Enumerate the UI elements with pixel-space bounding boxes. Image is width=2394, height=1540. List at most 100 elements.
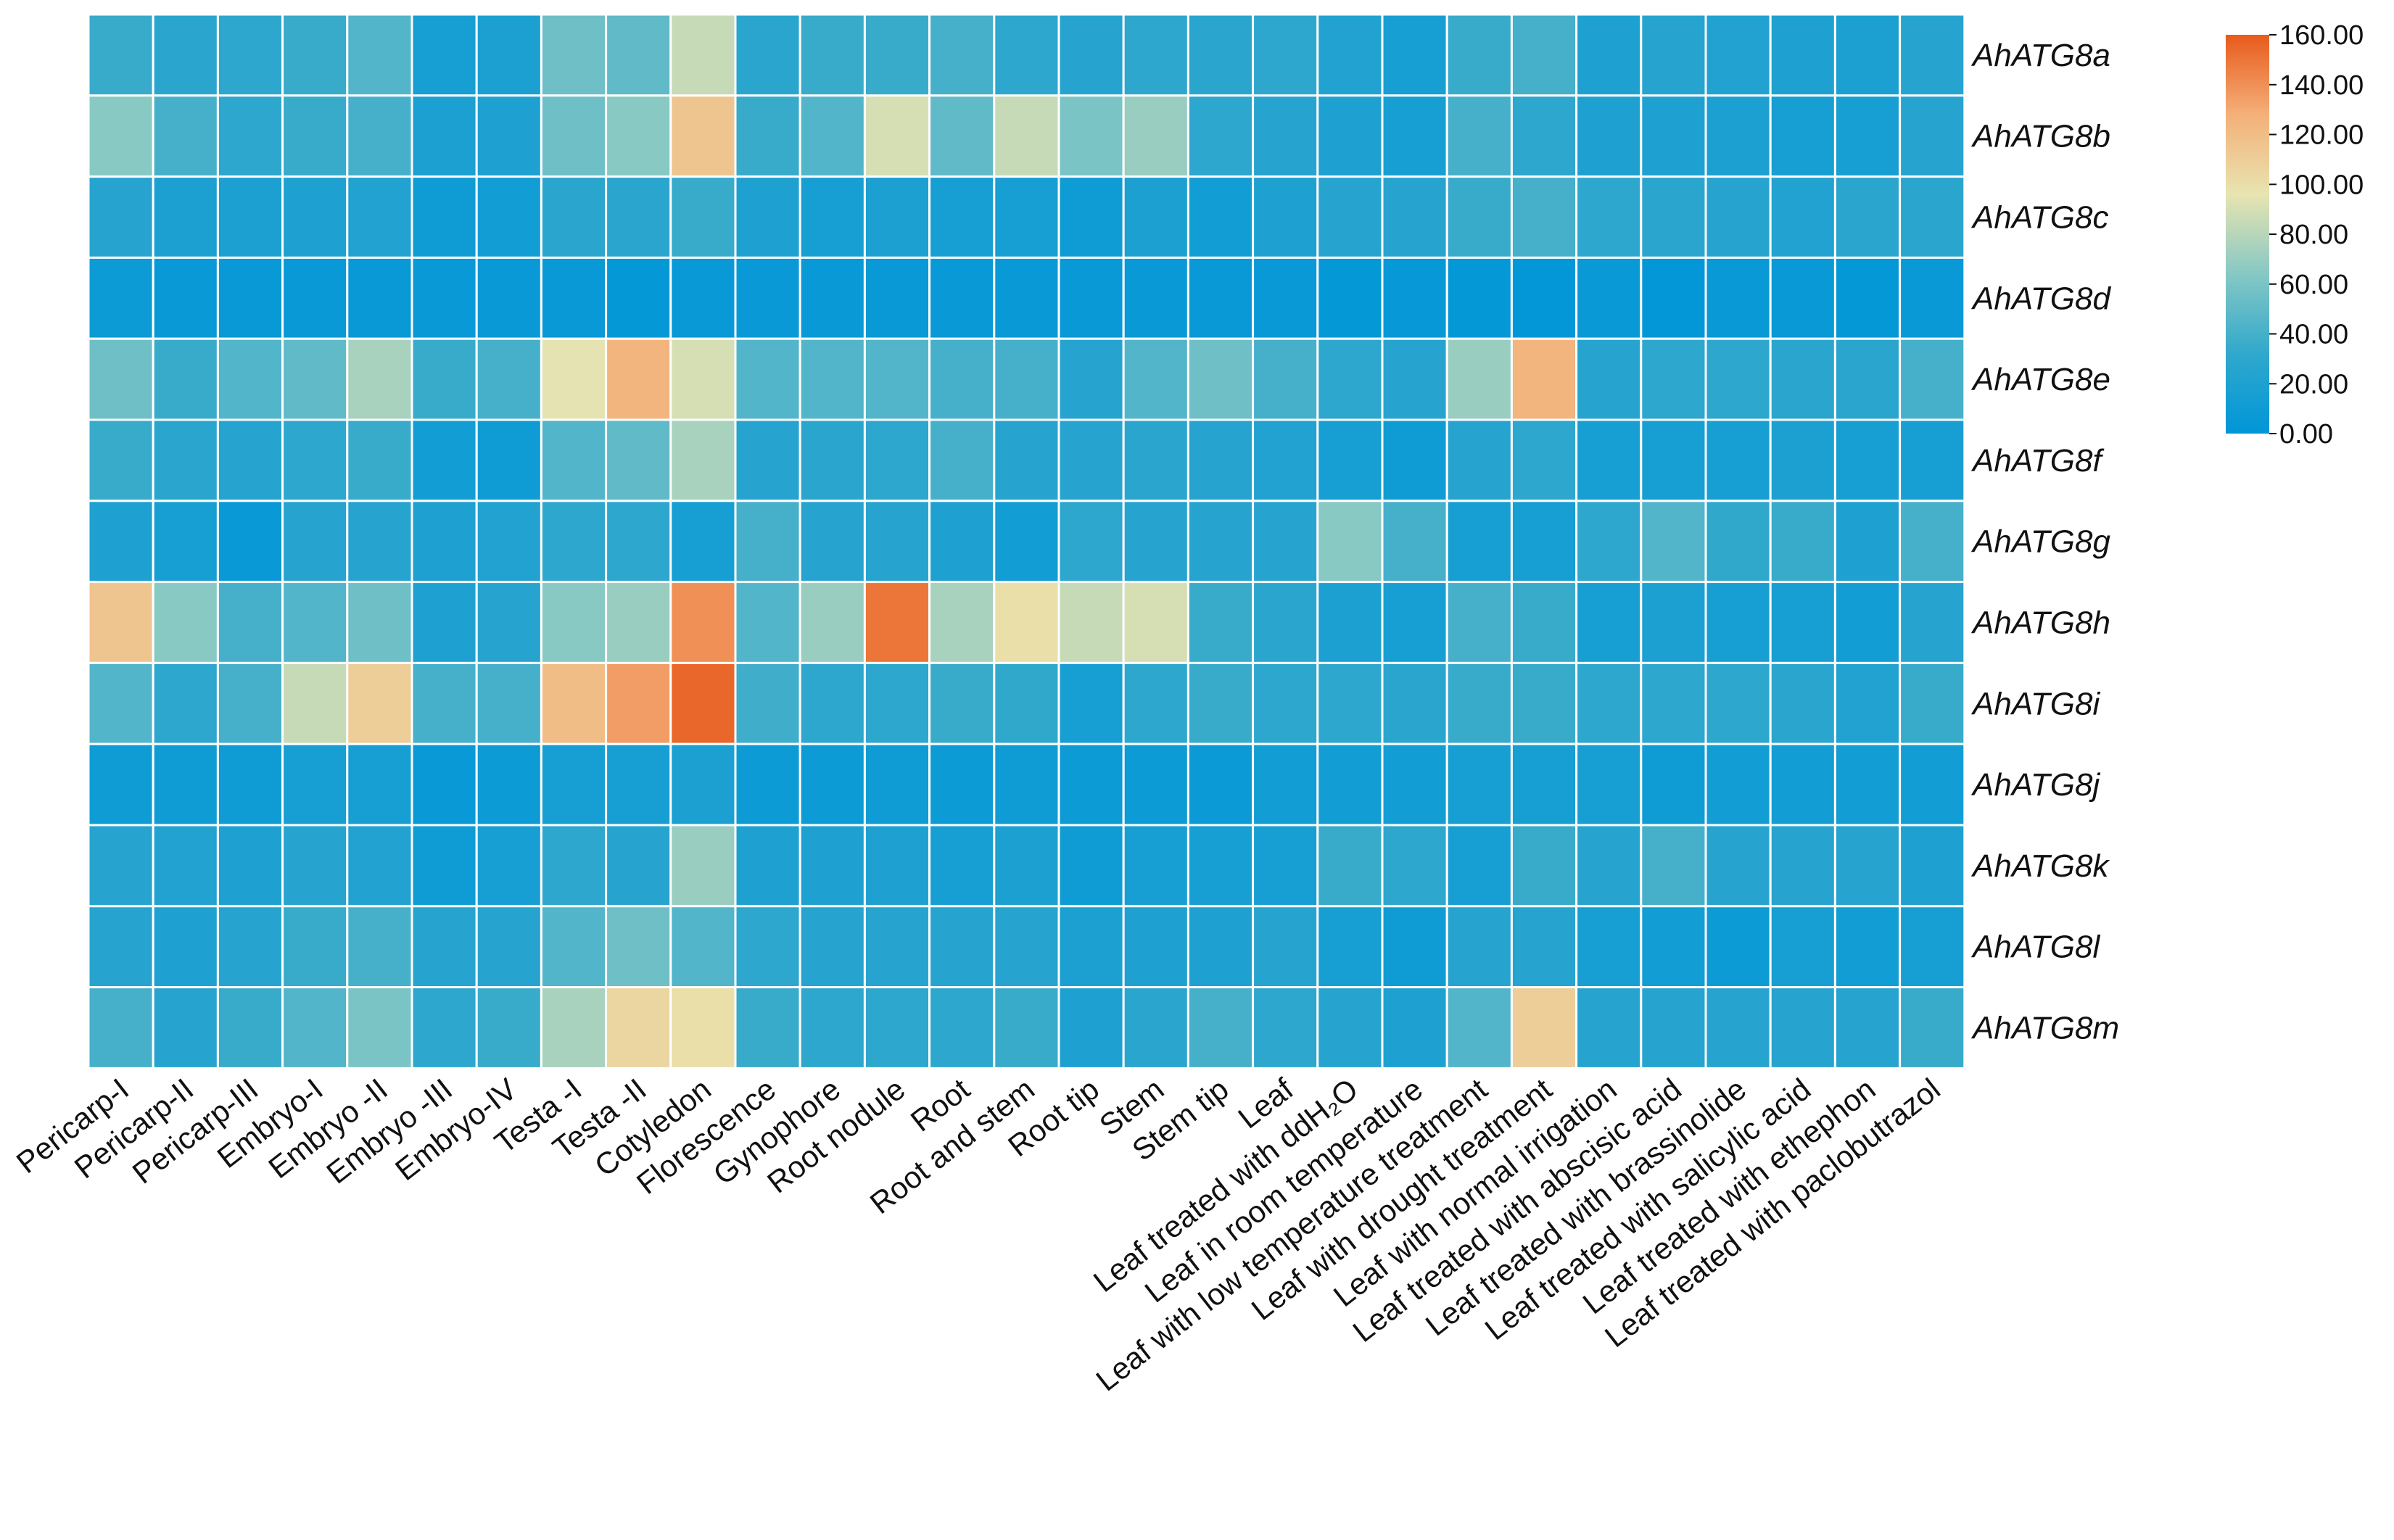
heatmap-cell-AhATG8c-26 <box>1704 175 1772 259</box>
heatmap-cell-AhATG8g-20 <box>1316 500 1384 584</box>
heatmap-cell-AhATG8a-24 <box>1575 13 1643 97</box>
heatmap-cell-AhATG8h-23 <box>1510 581 1578 664</box>
heatmap-cell-AhATG8l-5 <box>346 905 413 989</box>
heatmap-cell-AhATG8m-18 <box>1186 986 1255 1069</box>
heatmap-cell-AhATG8a-28 <box>1833 13 1902 97</box>
heatmap-cell-AhATG8d-28 <box>1833 256 1902 340</box>
colorbar-tick-label: 80.00 <box>2279 220 2348 250</box>
heatmap-cell-AhATG8g-25 <box>1640 500 1707 584</box>
heatmap-cell-AhATG8l-14 <box>928 905 996 989</box>
heatmap-cell-AhATG8k-25 <box>1640 824 1707 908</box>
heatmap-cell-AhATG8c-10 <box>669 175 737 259</box>
heatmap-cell-AhATG8l-17 <box>1122 905 1189 989</box>
heatmap-cell-AhATG8b-23 <box>1510 94 1578 178</box>
heatmap-cell-AhATG8h-29 <box>1899 581 1966 664</box>
heatmap-cell-AhATG8j-12 <box>798 742 866 827</box>
heatmap-cell-AhATG8a-19 <box>1252 13 1319 97</box>
heatmap-cell-AhATG8j-8 <box>540 742 608 827</box>
heatmap-cell-AhATG8f-28 <box>1833 418 1902 502</box>
row-label-AhATG8h: AhATG8h <box>1970 605 2110 641</box>
heatmap-cell-AhATG8g-11 <box>734 500 801 584</box>
heatmap-cell-AhATG8j-3 <box>216 742 284 827</box>
heatmap-cell-AhATG8k-26 <box>1704 824 1772 908</box>
colorbar-tick-label: 100.00 <box>2279 170 2364 200</box>
heatmap-cell-AhATG8l-13 <box>863 905 931 989</box>
heatmap-cell-AhATG8b-24 <box>1575 94 1643 178</box>
heatmap-cell-AhATG8i-8 <box>540 661 608 745</box>
heatmap-cell-AhATG8d-14 <box>928 256 996 340</box>
column-labels: Pericarp-IPericarp-IIPericarp-IIIEmbryo-… <box>10 1072 1947 1398</box>
row-label-AhATG8g: AhATG8g <box>1970 524 2110 560</box>
heatmap-cell-AhATG8c-3 <box>216 175 284 259</box>
colorbar-ticks: 160.00 140.00 120.00 100.00 80.00 60.00 40.00 2… <box>2269 20 2364 450</box>
heatmap-cell-AhATG8e-16 <box>1057 337 1125 421</box>
heatmap-cell-AhATG8i-4 <box>281 661 349 745</box>
heatmap-cell-AhATG8h-1 <box>87 581 154 664</box>
heatmap-cell-AhATG8a-8 <box>540 13 608 97</box>
heatmap-cell-AhATG8c-8 <box>540 175 608 259</box>
heatmap-cell-AhATG8l-22 <box>1445 905 1513 989</box>
heatmap-cell-AhATG8f-9 <box>605 418 672 502</box>
heatmap-cell-AhATG8c-24 <box>1575 175 1643 259</box>
heatmap-cell-AhATG8j-19 <box>1252 742 1319 827</box>
heatmap-cell-AhATG8a-3 <box>216 13 284 97</box>
heatmap-cell-AhATG8j-25 <box>1640 742 1707 827</box>
heatmap-cell-AhATG8l-24 <box>1575 905 1643 989</box>
heatmap-cell-AhATG8e-13 <box>863 337 931 421</box>
heatmap-cell-AhATG8d-25 <box>1640 256 1707 340</box>
heatmap-cell-AhATG8g-18 <box>1186 500 1255 584</box>
heatmap-cell-AhATG8h-13 <box>863 581 931 664</box>
heatmap-cell-AhATG8k-19 <box>1252 824 1319 908</box>
heatmap-cell-AhATG8a-29 <box>1899 13 1966 97</box>
heatmap-cell-AhATG8l-28 <box>1833 905 1902 989</box>
heatmap-cell-AhATG8i-25 <box>1640 661 1707 745</box>
heatmap-cell-AhATG8d-10 <box>669 256 737 340</box>
heatmap-cell-AhATG8d-13 <box>863 256 931 340</box>
heatmap-cell-AhATG8a-10 <box>669 13 737 97</box>
heatmap-cell-AhATG8e-14 <box>928 337 996 421</box>
heatmap-cell-AhATG8e-18 <box>1186 337 1255 421</box>
heatmap-cell-AhATG8h-5 <box>346 581 413 664</box>
heatmap-cell-AhATG8l-23 <box>1510 905 1578 989</box>
row-label-AhATG8e: AhATG8e <box>1970 362 2110 397</box>
heatmap-cell-AhATG8h-8 <box>540 581 608 664</box>
heatmap-cell-AhATG8f-13 <box>863 418 931 502</box>
heatmap-cell-AhATG8k-11 <box>734 824 801 908</box>
heatmap-cell-AhATG8k-13 <box>863 824 931 908</box>
heatmap-cell-AhATG8e-11 <box>734 337 801 421</box>
heatmap-cell-AhATG8f-5 <box>346 418 413 502</box>
heatmap-cell-AhATG8i-24 <box>1575 661 1643 745</box>
heatmap-cell-AhATG8m-27 <box>1769 986 1836 1069</box>
heatmap-cell-AhATG8g-29 <box>1899 500 1966 584</box>
heatmap-cell-AhATG8b-10 <box>669 94 737 178</box>
heatmap-cell-AhATG8g-4 <box>281 500 349 584</box>
heatmap-cell-AhATG8j-11 <box>734 742 801 827</box>
heatmap-cell-AhATG8d-21 <box>1381 256 1448 340</box>
heatmap-cell-AhATG8h-17 <box>1122 581 1189 664</box>
heatmap-cell-AhATG8b-18 <box>1186 94 1255 178</box>
heatmap-cell-AhATG8e-21 <box>1381 337 1448 421</box>
heatmap-cell-AhATG8j-13 <box>863 742 931 827</box>
heatmap-cell-AhATG8f-10 <box>669 418 737 502</box>
heatmap-cell-AhATG8m-12 <box>798 986 866 1069</box>
row-label-AhATG8b: AhATG8b <box>1970 119 2110 154</box>
heatmap-cell-AhATG8j-6 <box>410 742 478 827</box>
heatmap-cell-AhATG8f-23 <box>1510 418 1578 502</box>
heatmap-cell-AhATG8e-5 <box>346 337 413 421</box>
heatmap-cell-AhATG8m-26 <box>1704 986 1772 1069</box>
heatmap-cell-AhATG8c-12 <box>798 175 866 259</box>
heatmap-cell-AhATG8j-10 <box>669 742 737 827</box>
heatmap-cell-AhATG8b-28 <box>1833 94 1902 178</box>
heatmap-cell-AhATG8e-7 <box>475 337 542 421</box>
heatmap-cell-AhATG8h-21 <box>1381 581 1448 664</box>
colorbar-tick-label: 20.00 <box>2279 369 2348 400</box>
heatmap-cell-AhATG8l-15 <box>993 905 1060 989</box>
heatmap-cell-AhATG8m-2 <box>152 986 219 1069</box>
heatmap-cell-AhATG8g-24 <box>1575 500 1643 584</box>
heatmap-cell-AhATG8d-12 <box>798 256 866 340</box>
heatmap-cell-AhATG8b-25 <box>1640 94 1707 178</box>
heatmap-cell-AhATG8l-25 <box>1640 905 1707 989</box>
heatmap-cell-AhATG8j-15 <box>993 742 1060 827</box>
heatmap-cell-AhATG8b-3 <box>216 94 284 178</box>
